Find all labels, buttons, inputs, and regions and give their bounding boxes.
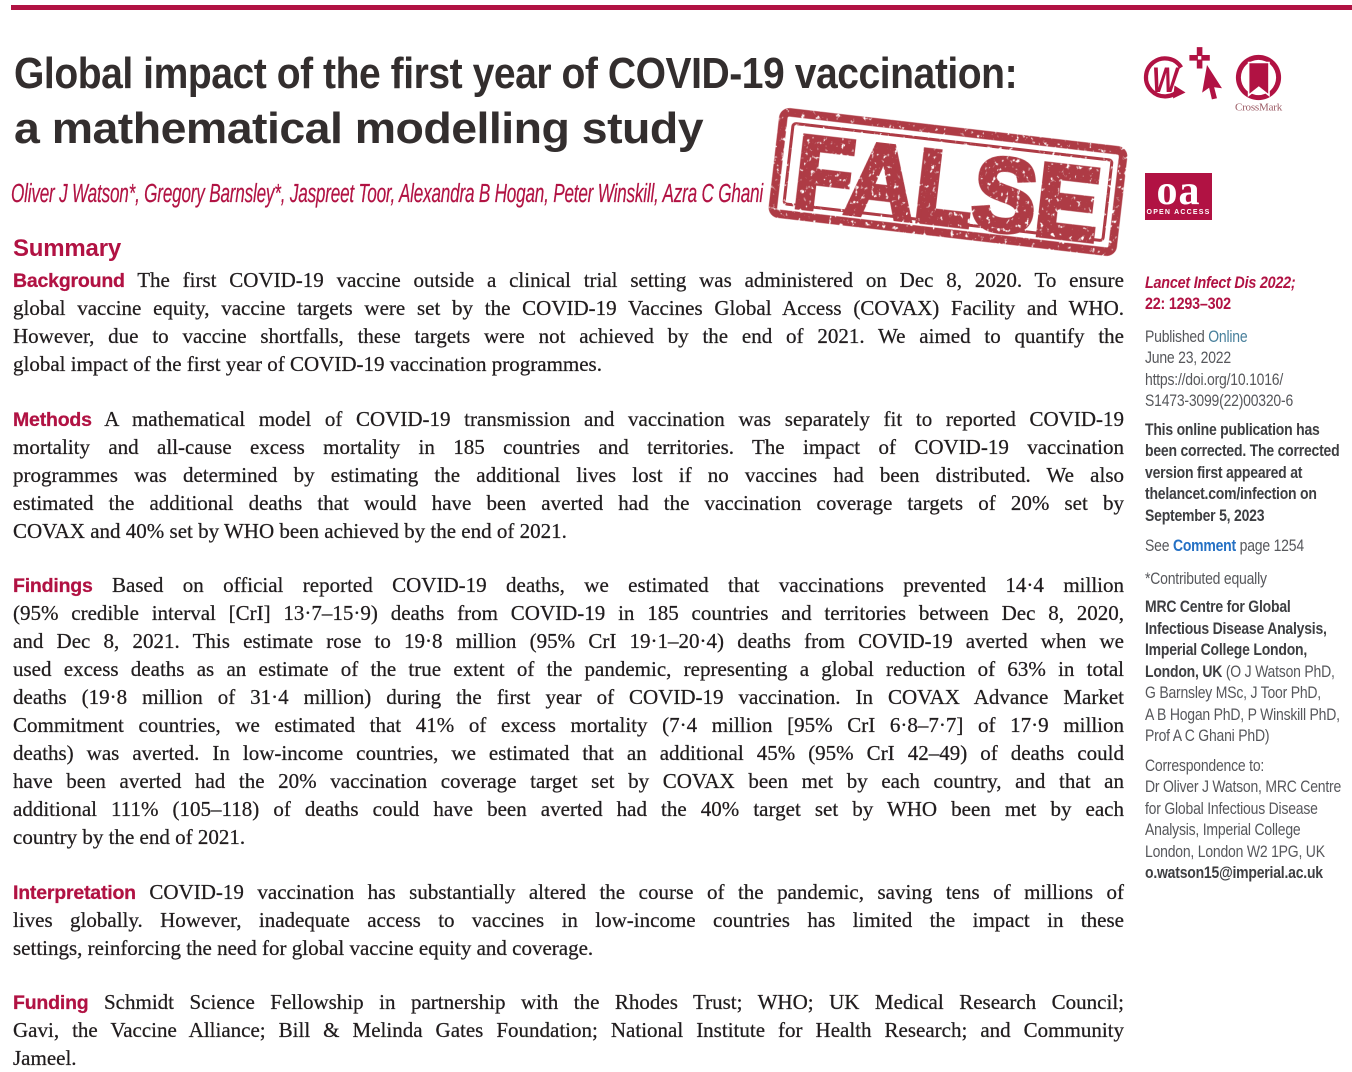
svg-text:W: W — [1152, 61, 1180, 100]
svg-text:CrossMark: CrossMark — [1235, 102, 1283, 114]
